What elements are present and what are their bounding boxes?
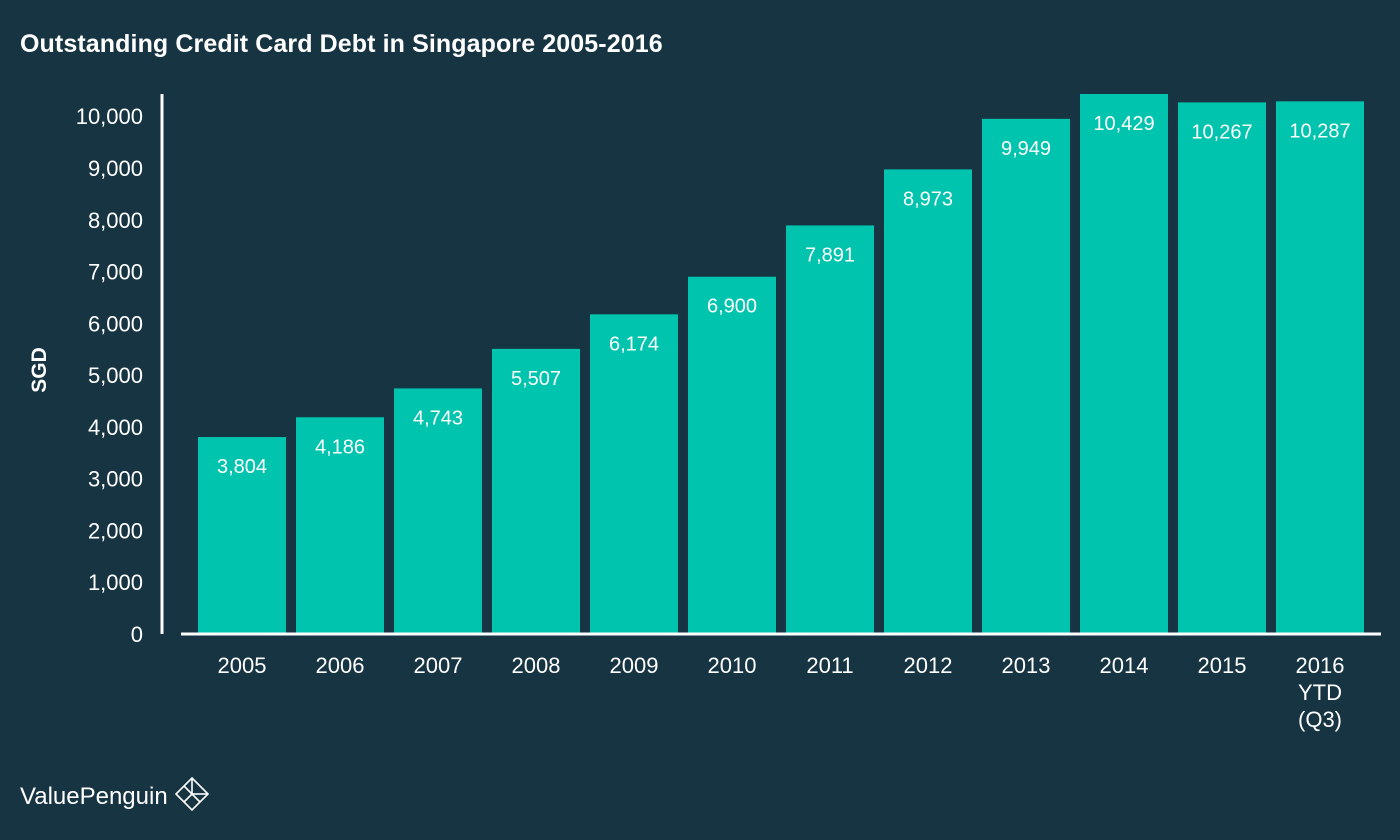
bar-value-label: 7,891: [805, 244, 855, 266]
bar: [394, 388, 482, 634]
bar-value-label: 8,973: [903, 188, 953, 210]
bar: [786, 225, 874, 635]
x-tick-label: 2005: [218, 653, 267, 678]
penguin-diamond-logo-icon: [174, 776, 210, 817]
y-axis-title: SGD: [28, 347, 51, 393]
bar: [1080, 94, 1168, 634]
x-tick-label: 2011: [806, 653, 853, 678]
x-tick-label: 2007: [414, 653, 463, 678]
y-tick-label: 1,000: [88, 570, 143, 595]
bar: [884, 169, 972, 635]
bar-value-label: 3,804: [217, 456, 267, 478]
x-tick-label: 2008: [512, 653, 561, 678]
bar: [982, 118, 1070, 635]
y-tick-label: 10,000: [76, 104, 143, 129]
x-tick-label: 2006: [316, 653, 365, 678]
x-tick-label: 2012: [904, 653, 953, 678]
chart-title: Outstanding Credit Card Debt in Singapor…: [20, 30, 663, 58]
x-tick-label: YTD: [1298, 680, 1342, 705]
bar-value-label: 10,267: [1191, 121, 1252, 143]
bar: [688, 276, 776, 634]
bar: [590, 314, 678, 634]
y-tick-label: 0: [131, 622, 143, 647]
y-tick-label: 7,000: [88, 260, 143, 285]
y-tick-label: 2,000: [88, 518, 143, 543]
bar-value-label: 4,743: [413, 407, 463, 429]
y-tick-label: 3,000: [88, 467, 143, 492]
y-tick-label: 8,000: [88, 208, 143, 233]
bar: [296, 417, 384, 634]
x-tick-label: 2016: [1296, 653, 1345, 678]
y-tick-label: 6,000: [88, 311, 143, 336]
x-tick-label: 2014: [1100, 653, 1149, 678]
bar-value-label: 4,186: [315, 436, 365, 458]
bar: [1178, 102, 1266, 635]
x-tick-label: 2010: [708, 653, 757, 678]
brand-name: ValuePenguin: [20, 782, 168, 810]
bar-value-label: 6,900: [707, 296, 757, 318]
bar-value-label: 9,949: [1001, 138, 1051, 160]
y-tick-label: 4,000: [88, 415, 143, 440]
bar-value-label: 10,287: [1289, 120, 1350, 142]
bar: [198, 437, 286, 634]
bar-value-label: 6,174: [609, 333, 659, 355]
bar-chart: 0 1,000 2,000 3,000 4,000 5,000 6,000 7,000 8,00…: [28, 94, 1381, 732]
brand-footer: ValuePenguin: [20, 776, 210, 817]
y-tick-label: 5,000: [88, 363, 143, 388]
x-tick-label: (Q3): [1298, 707, 1342, 732]
bar-value-label: 10,429: [1093, 113, 1154, 135]
bar: [1276, 101, 1364, 634]
x-tick-label: 2009: [610, 653, 659, 678]
bar: [492, 348, 580, 634]
x-tick-label: 2015: [1198, 653, 1247, 678]
bar-value-label: 5,507: [511, 368, 561, 390]
x-tick-label: 2013: [1002, 653, 1051, 678]
y-tick-label: 9,000: [88, 156, 143, 181]
